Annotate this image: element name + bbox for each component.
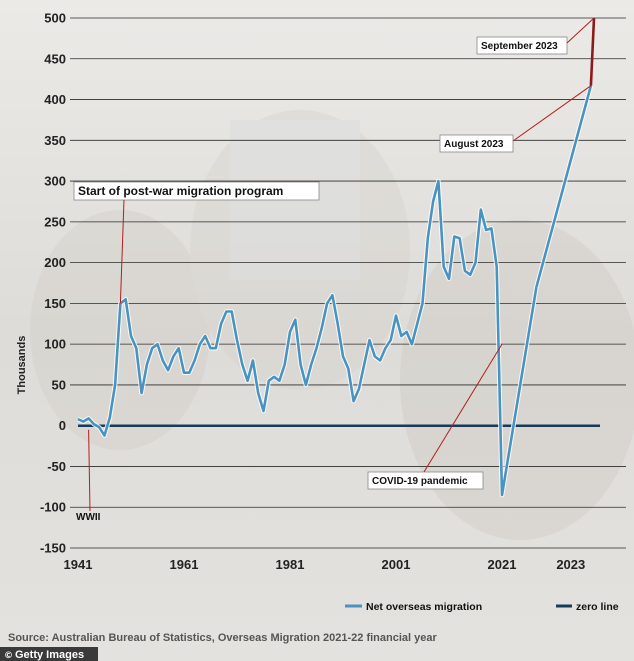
y-tick-label: 450 bbox=[44, 51, 66, 66]
y-tick-label: 500 bbox=[44, 11, 66, 26]
y-tick-label: 250 bbox=[44, 214, 66, 229]
x-tick-label: 1941 bbox=[64, 557, 93, 572]
y-tick-label: -150 bbox=[40, 541, 66, 556]
annotation-label: August 2023 bbox=[444, 139, 504, 150]
annotation-box bbox=[73, 181, 320, 201]
y-axis-title: Thousands bbox=[16, 336, 28, 395]
credit-background bbox=[0, 647, 98, 661]
y-tick-label: -50 bbox=[47, 459, 66, 474]
y-tick-label: 100 bbox=[44, 337, 66, 352]
annotation-label: WWII bbox=[76, 512, 101, 523]
legend: Net overseas migration zero line bbox=[345, 601, 619, 613]
y-tick-label: 400 bbox=[44, 92, 66, 107]
y-tick-label: 300 bbox=[44, 174, 66, 189]
y-tick-label: 200 bbox=[44, 255, 66, 270]
annotation-leader-line bbox=[512, 85, 592, 142]
annotation-leader-line bbox=[423, 343, 503, 473]
gridlines bbox=[70, 17, 626, 549]
legend-label-zero-line: zero line bbox=[576, 601, 619, 613]
credit-text: Getty Images bbox=[15, 649, 84, 661]
series-line-aug-sep-2023 bbox=[589, 17, 596, 86]
copyright-icon: © bbox=[4, 651, 13, 661]
source-note: Source: Australian Bureau of Statistics,… bbox=[8, 632, 437, 644]
series-lines bbox=[77, 17, 600, 498]
legend-label-net-overseas-migration: Net overseas migration bbox=[366, 601, 482, 613]
x-tick-label: 1961 bbox=[170, 557, 199, 572]
annotations: Start of post-war migration program WWII C… bbox=[73, 17, 595, 523]
y-axis-tick-labels: -150 -100 -50 0 50 100 150 200 250 300 350 400 450 50… bbox=[40, 11, 66, 556]
annotation-box bbox=[476, 36, 568, 55]
x-tick-label: 2021 bbox=[488, 557, 517, 572]
y-tick-label: 50 bbox=[52, 377, 66, 392]
x-tick-label: 2001 bbox=[382, 557, 411, 572]
y-tick-label: 150 bbox=[44, 296, 66, 311]
annotation-leader-line bbox=[88, 429, 91, 512]
annotation-box bbox=[367, 471, 484, 490]
annotation-leader-line bbox=[566, 17, 595, 44]
x-tick-label: 2023 bbox=[556, 557, 585, 572]
x-tick-label: 1981 bbox=[276, 557, 305, 572]
x-axis-tick-labels: 1941 1961 1981 2001 2021 2023 bbox=[64, 557, 586, 572]
y-tick-label: -100 bbox=[40, 500, 66, 515]
annotation-label: September 2023 bbox=[481, 41, 558, 52]
image-credit: © Getty Images bbox=[0, 647, 98, 661]
series-line-projection bbox=[535, 85, 593, 288]
y-tick-label: 350 bbox=[44, 133, 66, 148]
annotation-label: COVID-19 pandemic bbox=[372, 476, 468, 487]
y-tick-label: 0 bbox=[59, 418, 66, 433]
annotation-box bbox=[439, 134, 514, 153]
series-line-net-overseas-migration bbox=[77, 179, 538, 497]
annotation-leader-line bbox=[119, 199, 125, 304]
annotation-label: Start of post-war migration program bbox=[78, 184, 283, 198]
